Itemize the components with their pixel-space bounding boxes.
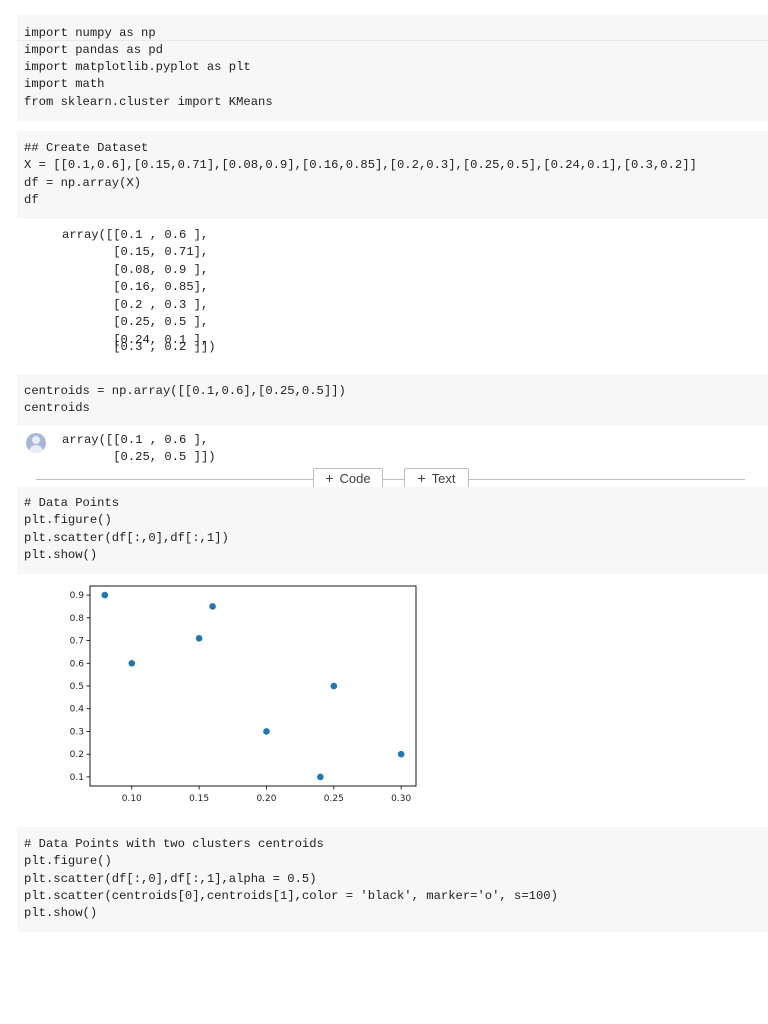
scatter-point (317, 773, 324, 781)
scatter-point (209, 603, 216, 610)
scatter-point (128, 659, 136, 667)
x-tick-label: 0.25 (324, 794, 344, 804)
code-line: plt.scatter(df[:,0],df[:,1],alpha = 0.5) (24, 872, 317, 886)
output-line: [0.24, 0.1 ], (62, 333, 209, 347)
active-line-highlight (17, 40, 768, 41)
code-line: # Data Points (24, 496, 120, 510)
scatter-point (101, 591, 109, 599)
code-line: ## Create Dataset (24, 141, 149, 155)
add-code-label: Code (339, 470, 371, 486)
x-tick-label: 0.20 (256, 794, 276, 804)
add-text-label: Text (431, 470, 456, 486)
y-tick-label: 0.6 (70, 659, 85, 669)
code-line: import math (24, 77, 105, 91)
code-cell-imports[interactable]: import numpy as np import pandas as pd i… (17, 15, 768, 121)
y-tick-label: 0.5 (70, 682, 84, 692)
code-line: plt.figure() (24, 854, 112, 868)
code-line: import pandas as pd (24, 43, 163, 57)
add-code-cell-button[interactable]: + Code (313, 468, 383, 488)
code-line: plt.scatter(centroids[0],centroids[1],co… (24, 889, 558, 903)
y-tick-label: 0.4 (70, 705, 85, 715)
output-line: [0.25, 0.5 ], (62, 315, 209, 329)
code-line: plt.scatter(df[:,0],df[:,1]) (24, 531, 229, 545)
plus-icon: + (325, 470, 334, 486)
x-tick-label: 0.10 (122, 794, 142, 804)
output-line: [0.25, 0.5 ]]) (62, 450, 216, 464)
output-line: [0.2 , 0.3 ], (62, 298, 209, 312)
code-line: from sklearn.cluster import KMeans (24, 95, 273, 109)
y-tick-label: 0.7 (70, 637, 84, 647)
code-line: df = np.array(X) (24, 176, 142, 190)
scatter-point (263, 728, 270, 735)
code-line: centroids (24, 401, 90, 415)
add-text-cell-button[interactable]: + Text (404, 468, 469, 488)
code-line: plt.figure() (24, 513, 112, 527)
y-tick-label: 0.1 (70, 773, 84, 783)
code-cell-centroids[interactable]: centroids = np.array([[0.1,0.6],[0.25,0.… (17, 374, 768, 426)
code-line: # Data Points with two clusters centroid… (24, 837, 324, 851)
y-tick-label: 0.8 (70, 614, 85, 624)
scatter-point (330, 682, 338, 690)
plus-icon: + (417, 470, 426, 486)
scatter-plot: 0.1 0.2 0.3 0.4 0.5 0.6 0.7 0.8 0.9 0.10 0.15 0.20… (70, 585, 417, 804)
output-line: array([[0.1 , 0.6 ], (62, 433, 209, 447)
code-line: import matplotlib.pyplot as plt (24, 60, 251, 74)
x-tick-label: 0.15 (189, 794, 209, 804)
output-line: [0.3 , 0.2 ]]) (62, 340, 216, 354)
code-cell-scatter[interactable]: # Data Points plt.figure() plt.scatter(d… (17, 487, 768, 574)
cell-divider (36, 479, 745, 480)
code-line: X = [[0.1,0.6],[0.15,0.71],[0.08,0.9],[0… (24, 158, 697, 172)
code-line: df (24, 193, 39, 207)
code-line: centroids = np.array([[0.1,0.6],[0.25,0.… (24, 384, 346, 398)
y-tick-label: 0.3 (70, 727, 84, 737)
output-line: [0.08, 0.9 ], (62, 263, 209, 277)
y-tick-label: 0.2 (70, 750, 84, 760)
code-line: plt.show() (24, 548, 98, 562)
code-cell-dataset[interactable]: ## Create Dataset X = [[0.1,0.6],[0.15,0… (17, 131, 768, 219)
code-line: import numpy as np (24, 26, 156, 40)
plot-area (89, 585, 417, 787)
user-avatar-icon (26, 433, 46, 453)
scatter-point (397, 750, 405, 758)
code-line: plt.show() (24, 906, 98, 920)
output-line: [0.15, 0.71], (62, 245, 209, 259)
output-line: array([[0.1 , 0.6 ], (62, 228, 209, 242)
code-cell-clusters[interactable]: # Data Points with two clusters centroid… (17, 827, 768, 932)
y-tick-label: 0.9 (70, 591, 85, 601)
scatter-point (195, 634, 203, 642)
output-line: [0.16, 0.85], (62, 280, 209, 294)
x-tick-label: 0.30 (391, 794, 411, 804)
